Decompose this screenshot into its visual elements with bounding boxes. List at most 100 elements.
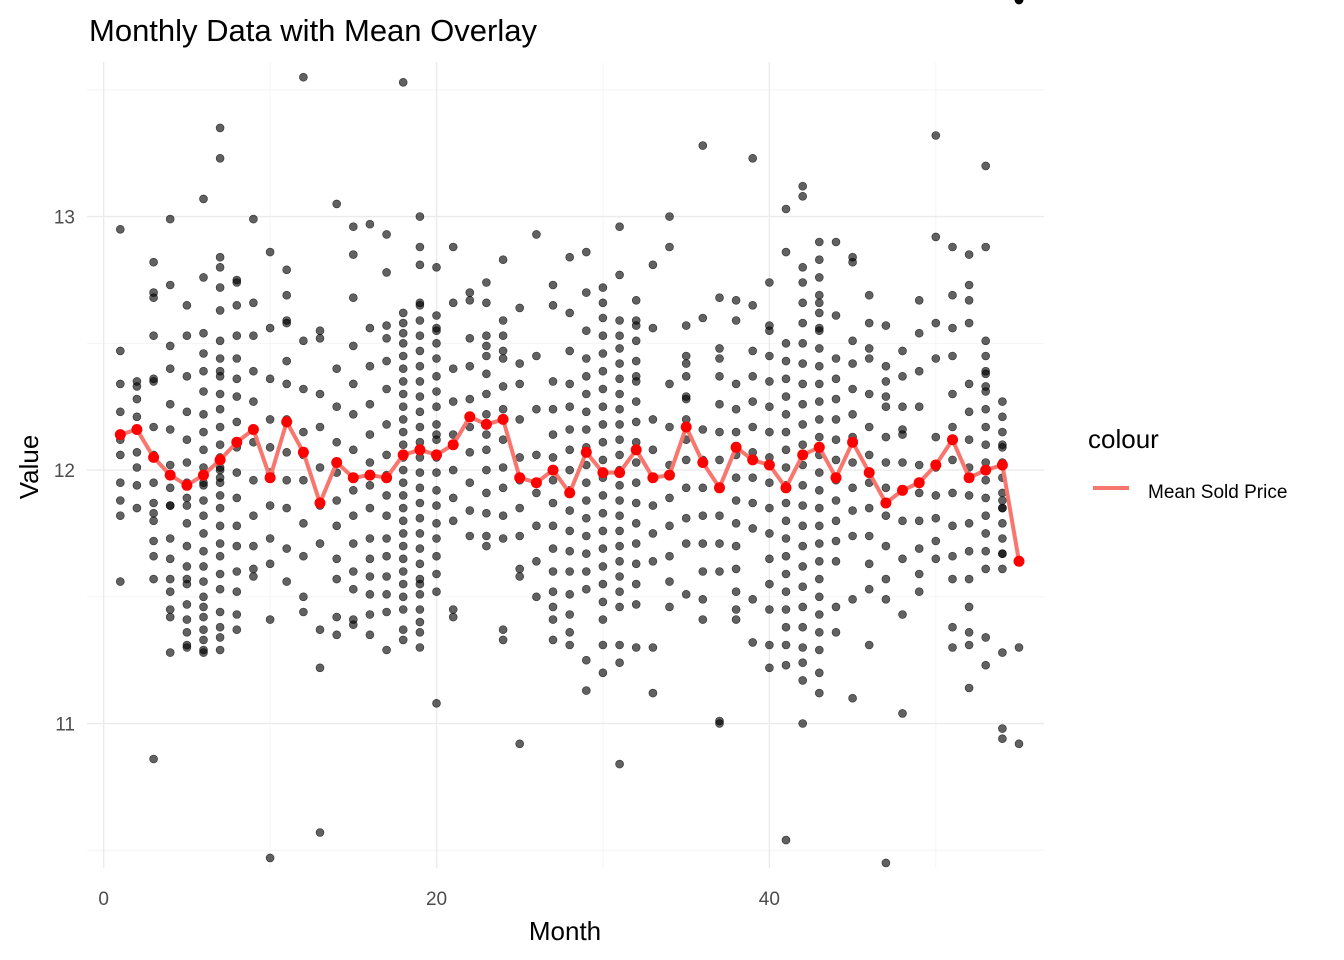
scatter-point bbox=[265, 853, 275, 863]
scatter-point bbox=[598, 298, 608, 308]
scatter-point bbox=[948, 351, 957, 361]
scatter-point bbox=[631, 356, 641, 366]
scatter-point bbox=[532, 556, 541, 566]
scatter-point bbox=[548, 498, 558, 508]
scatter-point bbox=[681, 589, 691, 599]
scatter-point bbox=[715, 539, 724, 548]
scatter-point bbox=[548, 615, 558, 624]
scatter-point bbox=[332, 364, 342, 374]
scatter-point bbox=[398, 415, 408, 424]
scatter-point bbox=[348, 584, 358, 594]
scatter-point bbox=[532, 488, 541, 498]
scatter-point bbox=[881, 858, 891, 868]
scatter-point bbox=[482, 531, 491, 541]
scatter-point bbox=[348, 409, 358, 419]
scatter-point bbox=[282, 577, 292, 586]
x-tick-label: 20 bbox=[426, 889, 447, 910]
scatter-point bbox=[948, 242, 957, 252]
scatter-point bbox=[781, 463, 791, 472]
scatter-point bbox=[814, 503, 824, 513]
scatter-point bbox=[182, 600, 192, 609]
scatter-point bbox=[398, 592, 408, 602]
scatter-point bbox=[964, 546, 974, 556]
scatter-point bbox=[182, 407, 192, 417]
scatter-point bbox=[249, 366, 258, 376]
scatter-point bbox=[548, 544, 558, 553]
scatter-point bbox=[631, 559, 641, 569]
scatter-point bbox=[199, 328, 208, 338]
scatter-point bbox=[199, 625, 208, 635]
mean-point bbox=[813, 441, 825, 453]
scatter-point bbox=[116, 379, 125, 389]
scatter-point bbox=[565, 252, 575, 262]
scatter-point bbox=[249, 475, 258, 485]
scatter-point bbox=[964, 379, 974, 389]
scatter-point bbox=[948, 551, 957, 561]
scatter-point bbox=[864, 290, 874, 300]
scatter-point bbox=[532, 450, 541, 460]
scatter-point bbox=[731, 541, 741, 551]
scatter-point bbox=[665, 551, 674, 561]
scatter-point bbox=[432, 326, 441, 336]
scatter-point bbox=[964, 295, 974, 305]
scatter-point bbox=[598, 615, 608, 624]
scatter-point bbox=[631, 643, 641, 652]
scatter-point bbox=[415, 468, 425, 477]
scatter-point bbox=[149, 478, 158, 488]
scatter-point bbox=[648, 688, 658, 698]
scatter-point bbox=[731, 404, 741, 414]
scatter-point bbox=[199, 635, 208, 645]
scatter-point bbox=[515, 415, 525, 424]
scatter-point bbox=[781, 445, 791, 455]
scatter-point bbox=[814, 574, 824, 584]
scatter-point bbox=[731, 518, 741, 528]
scatter-point bbox=[615, 759, 624, 769]
scatter-point bbox=[215, 354, 225, 363]
mean-point bbox=[730, 441, 742, 453]
scatter-point bbox=[964, 518, 974, 528]
scatter-point bbox=[631, 600, 641, 609]
scatter-point bbox=[199, 445, 208, 455]
scatter-point bbox=[681, 359, 691, 368]
scatter-point bbox=[182, 643, 192, 652]
mean-point bbox=[530, 477, 542, 489]
scatter-point bbox=[282, 318, 292, 328]
legend-title: colour bbox=[1088, 424, 1159, 454]
scatter-point bbox=[698, 141, 708, 150]
scatter-point bbox=[199, 612, 208, 622]
scatter-point bbox=[348, 445, 358, 455]
scatter-point bbox=[814, 556, 824, 566]
scatter-point bbox=[881, 511, 891, 521]
mean-point bbox=[114, 429, 126, 441]
scatter-point bbox=[581, 326, 591, 336]
scatter-point bbox=[149, 574, 158, 584]
scatter-point bbox=[798, 658, 808, 668]
scatter-point bbox=[998, 734, 1007, 744]
scatter-point bbox=[565, 506, 575, 515]
scatter-point bbox=[831, 536, 841, 546]
scatter-point bbox=[748, 422, 758, 432]
y-tick-label: 13 bbox=[54, 208, 75, 229]
scatter-point bbox=[781, 374, 791, 384]
scatter-point bbox=[798, 440, 808, 450]
scatter-point bbox=[931, 491, 941, 500]
scatter-point bbox=[998, 549, 1007, 559]
scatter-point bbox=[581, 371, 591, 381]
scatter-point bbox=[415, 242, 425, 252]
scatter-point bbox=[448, 612, 458, 622]
scatter-point bbox=[548, 430, 558, 439]
scatter-point bbox=[581, 354, 591, 363]
scatter-point bbox=[964, 627, 974, 637]
scatter-point bbox=[914, 569, 924, 579]
x-tick-label: 0 bbox=[98, 889, 109, 910]
scatter-point bbox=[814, 397, 824, 406]
mean-point bbox=[830, 472, 842, 484]
scatter-point bbox=[315, 326, 325, 336]
scatter-point bbox=[482, 445, 491, 455]
scatter-point bbox=[748, 300, 758, 310]
scatter-point bbox=[864, 531, 874, 541]
scatter-point bbox=[598, 313, 608, 323]
scatter-point bbox=[998, 440, 1007, 450]
scatter-point bbox=[116, 225, 125, 234]
scatter-point bbox=[848, 483, 857, 493]
